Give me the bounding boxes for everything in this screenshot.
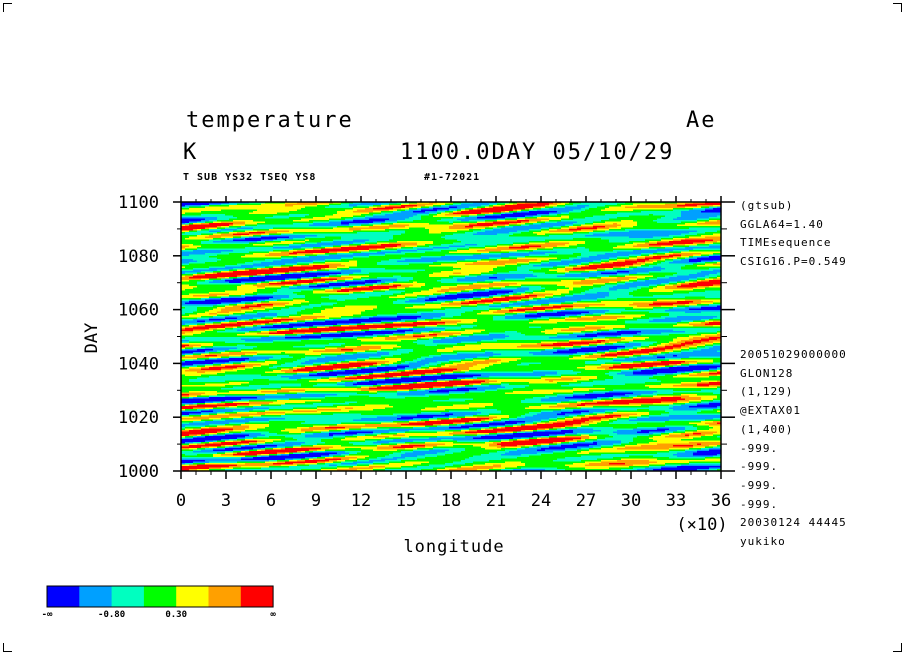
heatmap-field: [181, 202, 721, 471]
